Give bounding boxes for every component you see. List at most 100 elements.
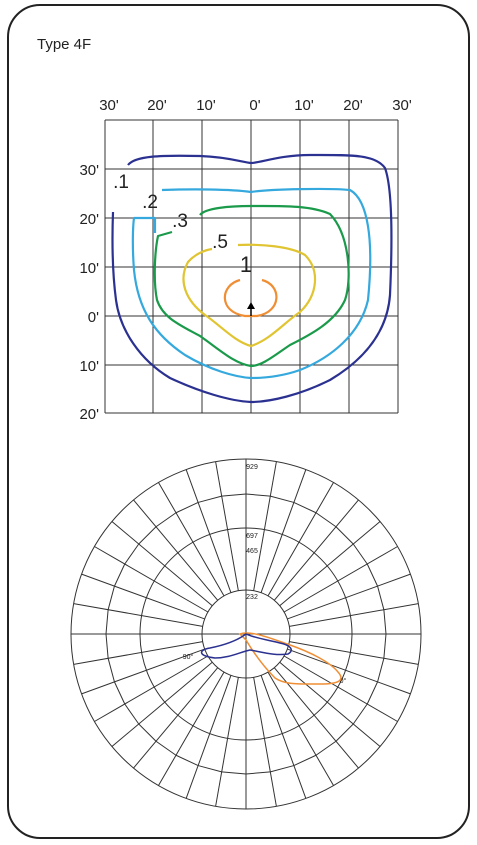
polar-spoke xyxy=(253,461,277,591)
polar-web xyxy=(315,512,337,528)
card-border xyxy=(7,4,470,839)
polar-spoke xyxy=(253,677,277,807)
polar-web xyxy=(377,585,385,610)
polar-spoke xyxy=(279,521,381,607)
polar-spoke xyxy=(287,573,411,620)
polar-web xyxy=(366,563,379,587)
polar-web xyxy=(138,526,157,545)
polar-spoke xyxy=(81,573,205,620)
polar-spoke xyxy=(289,641,419,665)
polar-web xyxy=(105,609,109,635)
contour-05 xyxy=(182,243,317,348)
top-axis-label: 30' xyxy=(392,97,412,114)
ring-label: 232 xyxy=(246,594,258,601)
polar-spoke xyxy=(133,667,219,769)
polar-web xyxy=(270,765,295,773)
polar-spoke xyxy=(94,546,209,613)
polar-web xyxy=(221,771,247,775)
left-axis-label: 20' xyxy=(79,211,99,228)
polar-spoke xyxy=(158,671,225,786)
polar-spoke xyxy=(158,482,225,597)
polar-web xyxy=(155,740,177,756)
polar-web xyxy=(335,723,354,742)
title: Type 4F xyxy=(37,36,91,53)
polar-web xyxy=(197,765,222,773)
contour-label: .3 xyxy=(172,211,188,232)
polar-spoke xyxy=(94,655,209,722)
polar-web xyxy=(352,543,368,565)
top-axis-label: 10' xyxy=(294,97,314,114)
contour-01 xyxy=(111,153,393,404)
left-axis-label: 30' xyxy=(79,162,99,179)
candela-curve-0 xyxy=(238,632,342,685)
polar-web xyxy=(197,495,222,503)
polar-web xyxy=(270,495,295,503)
top-axis-label: 0' xyxy=(249,97,260,114)
left-axis-label: 20' xyxy=(79,406,99,423)
left-axis-label: 10' xyxy=(79,260,99,277)
polar-web xyxy=(383,609,387,635)
polar-spoke xyxy=(273,667,359,769)
polar-spoke xyxy=(260,675,307,799)
polar-web xyxy=(366,681,379,705)
candela-curve-90 xyxy=(200,633,292,659)
polar-spoke xyxy=(81,648,205,695)
polar-candela-plot: 929 697 465 232 90° 0° xyxy=(70,458,422,810)
polar-spoke xyxy=(287,648,411,695)
polar-web xyxy=(175,754,199,767)
polar-spoke xyxy=(73,641,203,665)
top-axis-label: 20' xyxy=(343,97,363,114)
polar-spoke xyxy=(267,482,334,597)
left-axis-label: 10' xyxy=(79,358,99,375)
polar-web xyxy=(107,658,115,683)
polar-web xyxy=(175,501,199,514)
contour-label: .2 xyxy=(142,192,158,213)
polar-web xyxy=(105,633,109,659)
polar-web xyxy=(245,771,271,775)
polar-web xyxy=(352,703,368,725)
polar-spoke xyxy=(283,655,398,722)
polar-web xyxy=(335,526,354,545)
left-axis-label: 0' xyxy=(88,309,99,326)
top-axis-label: 20' xyxy=(147,97,167,114)
polar-spoke xyxy=(273,499,359,601)
polar-web xyxy=(315,740,337,756)
polar-web xyxy=(221,493,247,497)
polar-web xyxy=(113,681,126,705)
polar-web xyxy=(383,633,387,659)
polar-spoke xyxy=(111,521,213,607)
contour-label: .5 xyxy=(212,232,228,253)
angle-label: 90° xyxy=(183,653,194,661)
top-axis-label: 30' xyxy=(99,97,119,114)
polar-spoke xyxy=(185,469,232,593)
contours xyxy=(111,153,393,404)
polar-web xyxy=(245,493,271,497)
angle-label: 0° xyxy=(340,677,347,685)
contour-label: 1 xyxy=(240,252,252,277)
contour-03 xyxy=(153,204,350,368)
polar-web xyxy=(155,512,177,528)
polar-web xyxy=(107,585,115,610)
polar-spoke xyxy=(215,677,239,807)
ring-label: 697 xyxy=(246,533,258,540)
polar-spoke xyxy=(185,675,232,799)
polar-web xyxy=(293,501,317,514)
polar-spoke xyxy=(289,603,419,627)
polar-spoke xyxy=(133,499,219,601)
contour-02 xyxy=(131,187,372,380)
polar-spoke xyxy=(283,546,398,613)
polar-web xyxy=(377,658,385,683)
polar-web xyxy=(113,563,126,587)
arrow-head xyxy=(247,302,255,309)
polar-spoke xyxy=(215,461,239,591)
ring-label: 929 xyxy=(246,464,258,471)
polar-web xyxy=(293,754,317,767)
polar-spoke xyxy=(267,671,334,786)
polar-spoke xyxy=(260,469,307,593)
polar-spoke xyxy=(279,661,381,747)
polar-spoke xyxy=(73,603,203,627)
ring-label: 465 xyxy=(246,548,258,555)
contour-label: .1 xyxy=(113,172,129,193)
candela-curves xyxy=(200,632,342,685)
polar-spoke xyxy=(111,661,213,747)
